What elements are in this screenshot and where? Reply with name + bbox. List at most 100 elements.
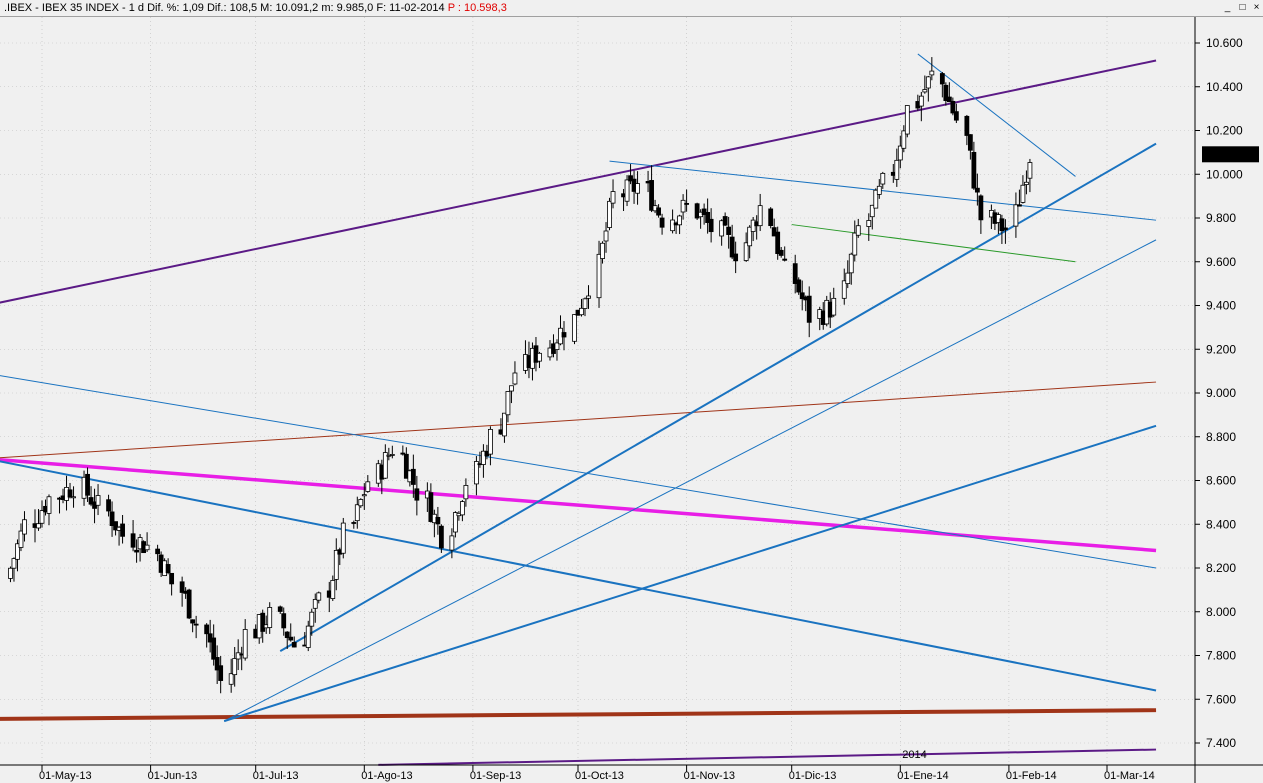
candle-body — [169, 572, 175, 585]
candle-body — [925, 76, 931, 89]
candle-body — [400, 452, 406, 455]
y-tick-label: 8.200 — [1206, 561, 1236, 575]
x-tick-label: 01-Ago-13 — [361, 770, 412, 782]
y-tick-label: 9.200 — [1206, 342, 1236, 356]
x-axis: 01-May-13 01-Jun-13 01-Jul-13 01-Ago-13 01-S… — [39, 765, 1155, 782]
plot-area — [0, 17, 1195, 765]
candle-body — [204, 624, 210, 635]
candle-body — [214, 657, 220, 671]
candle-body — [1013, 204, 1019, 227]
candle-body — [694, 203, 700, 219]
x-tick-label: 01-Ene-14 — [897, 770, 948, 782]
last-value-text: 10.091,2 — [1207, 147, 1254, 161]
candle-body — [628, 175, 633, 182]
candle-body — [155, 548, 161, 555]
candle-body — [242, 629, 248, 659]
candle-body — [134, 549, 139, 553]
candle-body — [235, 652, 241, 660]
y-tick-label: 7.400 — [1206, 736, 1236, 750]
x-tick-label: 01-Feb-14 — [1006, 770, 1057, 782]
candle-body — [743, 242, 749, 261]
candle-body — [775, 231, 781, 254]
trendline-blue — [0, 375, 1157, 569]
candle-body — [1017, 204, 1022, 207]
maximize-button[interactable]: □ — [1239, 2, 1246, 13]
close-button[interactable]: × — [1253, 2, 1260, 13]
candle-body — [354, 504, 360, 522]
candlestick-chart[interactable]: 10.600 10.400 10.200 10.000 9.800 9.600 9.400 9… — [0, 17, 1263, 783]
candle-body — [382, 452, 388, 479]
candle-body — [284, 631, 290, 639]
y-tick-label: 7.600 — [1206, 692, 1236, 706]
candle-body — [897, 145, 903, 161]
candle-body — [18, 530, 24, 548]
y-tick-label: 9.800 — [1206, 211, 1236, 225]
candle-body — [316, 592, 322, 601]
candle-body — [705, 211, 711, 223]
candle-body — [428, 492, 434, 522]
candle-body — [894, 159, 900, 180]
candle-body — [635, 183, 640, 194]
title-text: .IBEX - IBEX 35 INDEX - 1 d Dif. %: 1,09… — [4, 0, 507, 16]
candle-body — [330, 580, 336, 599]
candle-body — [561, 332, 567, 338]
candle-body — [922, 89, 928, 93]
candle-body — [722, 216, 728, 226]
candle-body — [474, 461, 479, 485]
y-tick-label: 10.600 — [1206, 36, 1243, 50]
x-tick-label: 01-May-13 — [39, 770, 92, 782]
candle-body — [806, 295, 812, 323]
y-tick-label: 9.000 — [1206, 386, 1236, 400]
candle-body — [596, 253, 602, 299]
candle-body — [228, 673, 234, 685]
candle-body — [211, 637, 217, 660]
x-tick-label: 01-Oct-13 — [575, 770, 624, 782]
candle-body — [796, 279, 802, 293]
candle-body — [309, 611, 315, 627]
candle-body — [733, 253, 739, 262]
x-tick-label: 01-Dic-13 — [789, 770, 837, 782]
candle-body — [260, 612, 266, 632]
candle-body — [113, 521, 118, 531]
candle-body — [953, 111, 959, 121]
candle-body — [974, 187, 980, 193]
y-tick-label: 8.400 — [1206, 517, 1236, 531]
candle-body — [71, 496, 76, 499]
trendlines — [0, 53, 1157, 766]
candles — [8, 57, 1033, 694]
candle-body — [22, 519, 27, 535]
candle-body — [1003, 227, 1008, 230]
candle-body — [218, 665, 224, 681]
candle-body — [449, 535, 455, 551]
candle-body — [586, 295, 591, 299]
candle-body — [841, 280, 847, 299]
candle-body — [929, 70, 935, 76]
y-axis: 10.600 10.400 10.200 10.000 9.800 9.600 9.400 9… — [1195, 36, 1243, 750]
candle-body — [778, 249, 784, 256]
candle-body — [659, 217, 665, 228]
candle-body — [351, 522, 357, 524]
candle-body — [438, 525, 444, 549]
candle-body — [600, 242, 605, 259]
candle-body — [708, 218, 714, 233]
candle-body — [488, 428, 493, 455]
y-tick-label: 8.600 — [1206, 474, 1236, 488]
minimize-button[interactable]: _ — [1224, 2, 1231, 13]
candle-body — [677, 215, 682, 226]
candle-body — [978, 195, 984, 221]
candle-body — [1024, 181, 1029, 185]
trendline-blue — [0, 460, 1157, 692]
candle-body — [603, 230, 609, 242]
y-tick-label: 10.000 — [1206, 167, 1243, 181]
candle-body — [288, 636, 294, 641]
trendline-blue — [609, 160, 1157, 221]
candle-body — [572, 314, 577, 342]
candle-body — [435, 516, 441, 525]
candle-body — [918, 95, 924, 107]
x-tick-label: 01-Mar-14 — [1104, 770, 1155, 782]
trendline-purple — [378, 748, 1157, 766]
y-tick-label: 7.800 — [1206, 649, 1236, 663]
candle-body — [680, 199, 686, 213]
candle-body — [757, 205, 763, 227]
trendline-blue — [223, 424, 1157, 723]
